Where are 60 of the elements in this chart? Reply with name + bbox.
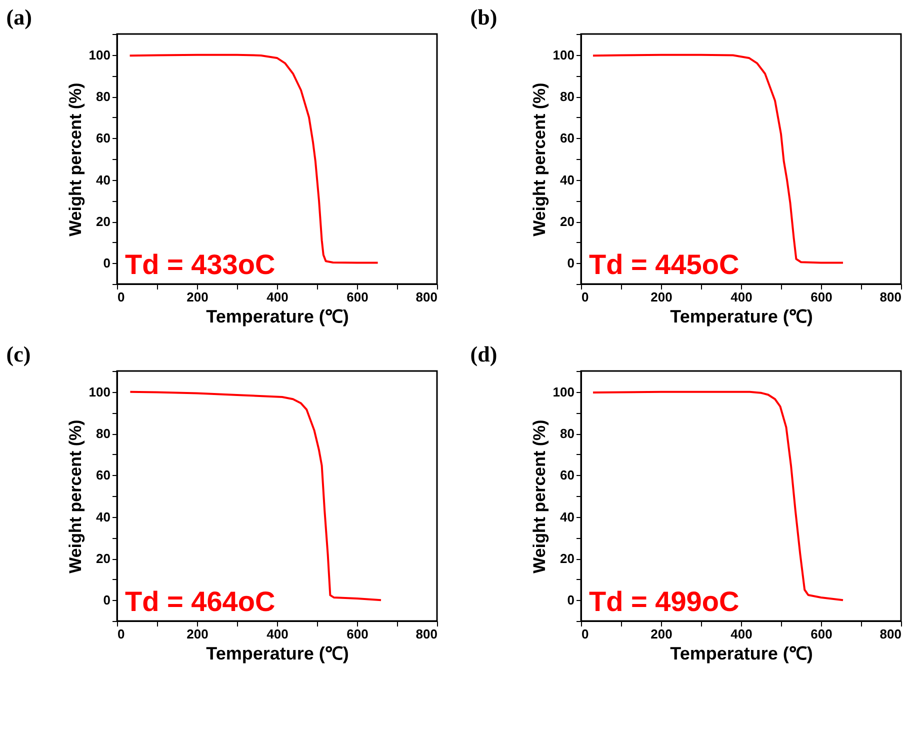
x-tick-label: 200 xyxy=(186,626,208,642)
y-tick-label: 60 xyxy=(560,130,574,146)
y-tick-label: 80 xyxy=(96,89,110,104)
x-tick-label: 200 xyxy=(186,290,208,304)
y-tick-label: 0 xyxy=(567,592,574,608)
x-tick-label: 400 xyxy=(266,290,288,304)
y-tick-label: 80 xyxy=(96,426,110,441)
y-tick-label: 20 xyxy=(560,214,574,229)
x-tick-label: 400 xyxy=(266,626,288,642)
y-tick-label: 80 xyxy=(560,426,574,441)
annotation: Td = 445oC xyxy=(589,249,740,280)
y-tick-label: 40 xyxy=(96,509,110,524)
y-tick-label: 0 xyxy=(103,256,110,271)
y-tick-label: 60 xyxy=(560,468,574,483)
x-axis-title: Temperature (℃) xyxy=(206,644,349,664)
y-axis-title: Weight percent (%) xyxy=(530,420,549,574)
y-tick-label: 0 xyxy=(103,592,110,608)
chart-title: (d) xyxy=(470,342,498,366)
y-tick-label: 100 xyxy=(552,47,574,62)
y-tick-label: 40 xyxy=(560,172,574,188)
y-tick-label: 80 xyxy=(560,89,574,104)
y-tick-label: 20 xyxy=(560,551,574,566)
x-tick-label: 400 xyxy=(730,290,752,304)
x-axis-title: Temperature (℃) xyxy=(670,306,813,326)
y-tick-label: 100 xyxy=(552,384,574,400)
y-tick-label: 100 xyxy=(88,47,110,62)
x-tick-label: 0 xyxy=(118,290,125,304)
annotation: Td = 433oC xyxy=(125,249,276,280)
y-tick-label: 60 xyxy=(96,130,110,146)
x-axis-title: Temperature (℃) xyxy=(670,644,813,664)
y-axis-title: Weight percent (%) xyxy=(66,82,85,236)
y-tick-label: 0 xyxy=(567,256,574,271)
x-tick-label: 800 xyxy=(880,626,902,642)
x-tick-label: 800 xyxy=(880,290,902,304)
y-tick-label: 20 xyxy=(96,551,110,566)
annotation: Td = 499oC xyxy=(589,586,740,617)
x-tick-label: 800 xyxy=(416,626,438,642)
x-tick-label: 800 xyxy=(416,290,438,304)
chart-title: (b) xyxy=(470,4,498,30)
chart-title: (c) xyxy=(6,342,31,366)
y-tick-label: 100 xyxy=(88,384,110,400)
y-tick-label: 40 xyxy=(560,509,574,524)
x-tick-label: 200 xyxy=(650,290,672,304)
x-tick-label: 200 xyxy=(650,626,672,642)
x-tick-label: 0 xyxy=(582,626,589,642)
x-tick-label: 600 xyxy=(346,626,368,642)
annotation: Td = 464oC xyxy=(125,586,276,617)
y-axis-title: Weight percent (%) xyxy=(66,420,85,574)
y-axis-title: Weight percent (%) xyxy=(530,82,549,236)
x-tick-label: 600 xyxy=(346,290,368,304)
x-tick-label: 0 xyxy=(118,626,125,642)
x-tick-label: 600 xyxy=(810,290,832,304)
x-axis-title: Temperature (℃) xyxy=(206,306,349,326)
chart-title: (a) xyxy=(6,4,32,30)
x-tick-label: 600 xyxy=(810,626,832,642)
y-tick-label: 60 xyxy=(96,468,110,483)
x-tick-label: 0 xyxy=(582,290,589,304)
y-tick-label: 20 xyxy=(96,214,110,229)
y-tick-label: 40 xyxy=(96,172,110,188)
x-tick-label: 400 xyxy=(730,626,752,642)
